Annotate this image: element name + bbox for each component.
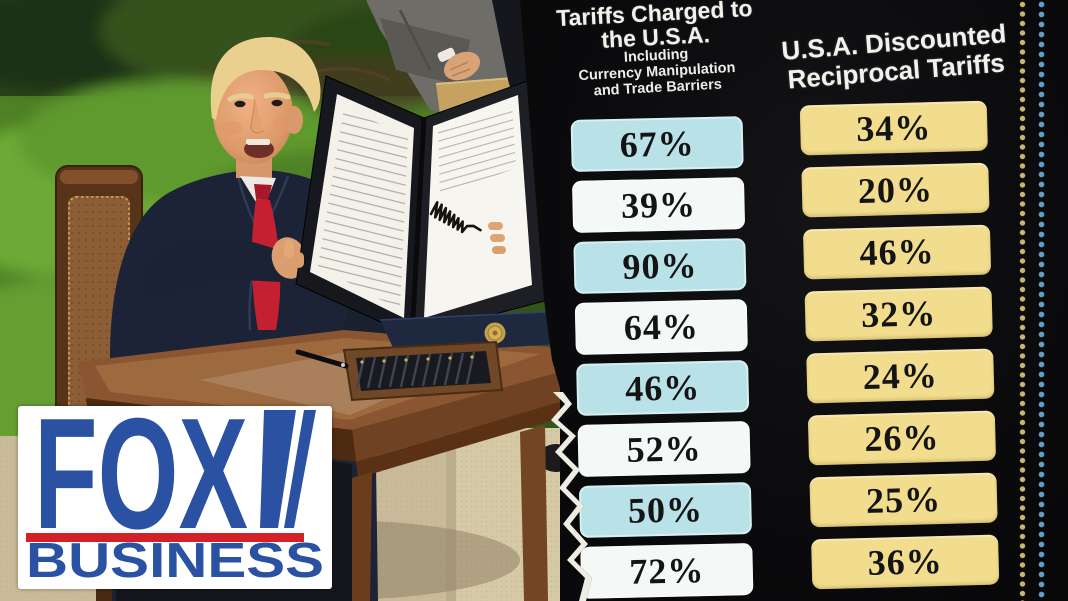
fox-searchlight-icon	[260, 410, 316, 528]
tariff-value-box: 72%	[580, 543, 754, 599]
fox-logo-graphic: FOX BUSINESS	[26, 406, 324, 588]
business-wordmark: BUSINESS	[26, 534, 324, 588]
tariff-value-box: 25%	[809, 472, 998, 528]
tariff-value-box: 46%	[802, 224, 992, 280]
tariff-value-box: 20%	[801, 162, 990, 218]
tariff-value-box: 34%	[799, 100, 988, 156]
charged-column: 67% 39% 90% 64% 46% 52% 50% 72%	[570, 116, 754, 599]
tariff-value-box: 67%	[570, 116, 744, 172]
tariff-value-box: 32%	[804, 286, 993, 342]
tariff-value-box: 36%	[811, 534, 1000, 590]
pen-tray	[342, 340, 504, 402]
desk-pen	[295, 349, 349, 369]
tariff-value-box: 46%	[576, 360, 750, 416]
tariff-value-box: 90%	[573, 238, 747, 294]
hair	[210, 36, 321, 120]
dotted-border-blue	[1037, 0, 1046, 601]
tariff-value-box: 64%	[574, 299, 748, 355]
signature-scribble	[429, 200, 482, 234]
tariff-value-box: 50%	[578, 482, 753, 538]
trump-face	[210, 36, 321, 164]
tariff-board: Tariffs Charged to the U.S.A. Including …	[520, 0, 1068, 601]
tariff-value-box: 26%	[807, 410, 997, 466]
document-folio	[379, 311, 560, 354]
tariff-value-box: 52%	[577, 421, 751, 477]
tariff-value-box: 24%	[806, 348, 995, 404]
tariff-value-box: 39%	[571, 177, 746, 233]
discounted-column: 34% 20% 46% 32% 24% 26% 25% 36%	[799, 100, 1000, 590]
executive-order-folder	[284, 75, 549, 337]
charged-column-subheader: Including Currency Manipulation and Trad…	[553, 43, 761, 102]
fox-red-bar	[26, 533, 304, 542]
dotted-border-gold	[1018, 0, 1027, 601]
discounted-column-header: U.S.A. Discounted Reciprocal Tariffs	[780, 18, 1008, 95]
fox-business-logo: FOX BUSINESS	[18, 406, 332, 589]
